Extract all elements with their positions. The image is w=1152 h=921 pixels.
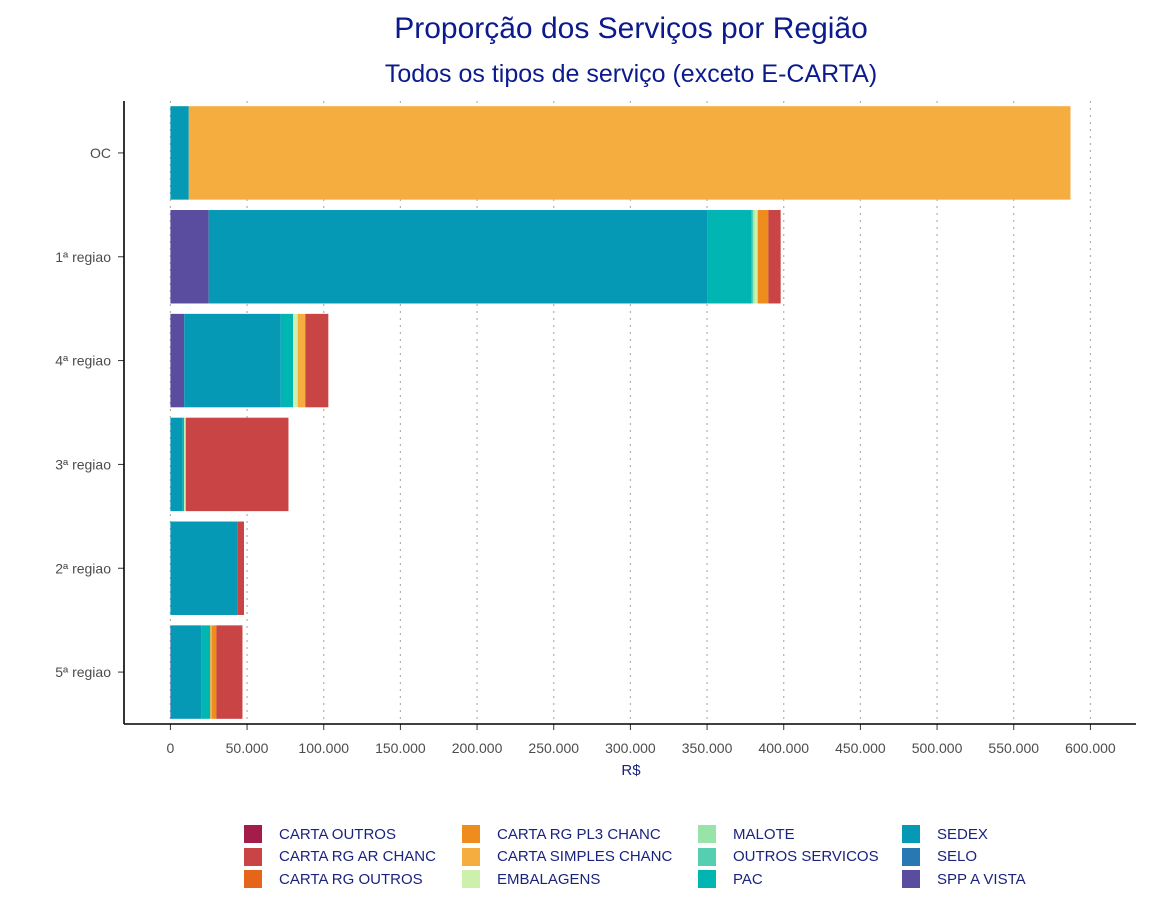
bar-segment-pac [182, 417, 185, 512]
chart-title: Proporção dos Serviços por Região [394, 12, 868, 45]
bar-segment-outros-servicos [751, 210, 754, 304]
legend-swatch [698, 870, 716, 888]
bar-segment-pac [707, 210, 752, 304]
bar-segment-carta-rg-ar-chanc [237, 521, 244, 615]
legend-label: SEDEX [937, 825, 988, 843]
x-tick-label: 350.000 [682, 740, 733, 756]
y-tick-label: 4ª regiao [55, 353, 111, 369]
bar-segment-pac [201, 625, 211, 719]
bar-segment-spp-a-vista [170, 210, 209, 304]
legend-swatch [462, 870, 480, 888]
x-tick-label: 250.000 [528, 740, 579, 756]
legend-swatch [902, 825, 920, 843]
legend: CARTA OUTROS CARTA RG AR CHANC CARTA RG OU… [244, 824, 1124, 900]
legend-label: CARTA RG OUTROS [279, 870, 423, 888]
legend-swatch [902, 847, 920, 866]
x-tick-label: 0 [167, 740, 175, 756]
legend-swatch [244, 825, 262, 843]
x-tick-label: 150.000 [375, 740, 426, 756]
legend-item: PAC [698, 869, 763, 889]
bar-segment-sedex [170, 521, 238, 615]
legend-label: CARTA RG PL3 CHANC [497, 825, 661, 843]
x-tick-label: 550.000 [988, 740, 1039, 756]
bar-segment-spp-a-vista [170, 313, 185, 408]
y-tick-label: 5ª regiao [55, 664, 111, 680]
legend-label: SPP A VISTA [937, 870, 1026, 888]
legend-label: PAC [733, 870, 763, 888]
x-tick-label: 450.000 [835, 740, 886, 756]
x-tick-label: 100.000 [298, 740, 349, 756]
bars [170, 106, 1071, 719]
legend-item: OUTROS SERVICOS [698, 847, 879, 867]
legend-label: CARTA SIMPLES CHANC [497, 848, 673, 865]
legend-item: CARTA OUTROS [244, 824, 396, 844]
bar-segment-malote [753, 210, 755, 304]
x-tick-label: 600.000 [1065, 740, 1116, 756]
legend-label: CARTA OUTROS [279, 825, 396, 843]
bar-segment-embalagens [184, 417, 186, 512]
y-tick-label: OC [90, 145, 111, 161]
legend-swatch [462, 825, 480, 843]
legend-item: SELO [902, 847, 977, 867]
legend-item: EMBALAGENS [462, 869, 600, 889]
legend-swatch [244, 870, 262, 888]
gridlines [169, 101, 1092, 724]
legend-item: CARTA RG OUTROS [244, 869, 423, 889]
bar-segment-sedex [208, 210, 708, 304]
legend-item: CARTA RG PL3 CHANC [462, 824, 661, 844]
legend-item: CARTA SIMPLES CHANC [462, 847, 672, 867]
bar-segment-sedex [171, 625, 202, 719]
bar-segment-sedex [170, 417, 183, 512]
legend-item: SEDEX [902, 824, 988, 844]
x-tick-label: 300.000 [605, 740, 656, 756]
bar-segment-carta-rg-ar-chanc [185, 417, 289, 512]
bar-segment-pac [280, 313, 294, 408]
bar-chart: 0 50.000 100.000 150.000 200.000 250.000 300.0… [55, 101, 1136, 756]
bar-segment-embalagens [754, 210, 758, 304]
bar-segment-carta-simples-chanc [188, 106, 1071, 200]
legend-item: CARTA RG AR CHANC [244, 847, 436, 867]
x-tick-label: 200.000 [452, 740, 503, 756]
y-tick-label: 3ª regiao [55, 456, 111, 472]
x-tick-label: 500.000 [912, 740, 963, 756]
legend-label: MALOTE [733, 825, 795, 843]
bar-segment-carta-rg-ar-chanc [305, 313, 329, 408]
legend-swatch [698, 847, 716, 866]
y-tick-label: 1ª regiao [55, 249, 111, 265]
bar-segment-carta-simples-chanc [297, 313, 306, 408]
bar-segment-selo [170, 625, 172, 719]
bar-segment-carta-rg-ar-chanc [216, 625, 243, 719]
bar-segment-sedex [184, 313, 281, 408]
y-tick-label: 2ª regiao [55, 560, 111, 576]
bar-segment-carta-rg-pl3-chanc [211, 625, 217, 719]
legend-item: SPP A VISTA [902, 869, 1026, 889]
x-axis-label: R$ [621, 762, 641, 779]
legend-swatch [698, 825, 716, 843]
x-tick-label: 50.000 [226, 740, 269, 756]
chart-subtitle: Todos os tipos de serviço (exceto E-CART… [384, 60, 878, 88]
bar-segment-carta-rg-ar-chanc [768, 210, 781, 304]
legend-swatch [244, 847, 262, 866]
bar-segment-carta-rg-pl3-chanc [757, 210, 769, 304]
axes: 0 50.000 100.000 150.000 200.000 250.000 300.0… [55, 101, 1136, 756]
bar-segment-sedex [170, 106, 189, 200]
legend-swatch [462, 847, 480, 866]
x-tick-label: 400.000 [758, 740, 809, 756]
bar-segment-carta-simples-chanc [210, 625, 212, 719]
bar-segment-embalagens [293, 313, 298, 408]
legend-label: SELO [937, 848, 978, 865]
legend-swatch [902, 870, 920, 888]
legend-item: MALOTE [698, 824, 795, 844]
legend-label: CARTA RG AR CHANC [279, 848, 436, 865]
legend-label: EMBALAGENS [497, 870, 601, 888]
legend-label: OUTROS SERVICOS [733, 848, 879, 865]
